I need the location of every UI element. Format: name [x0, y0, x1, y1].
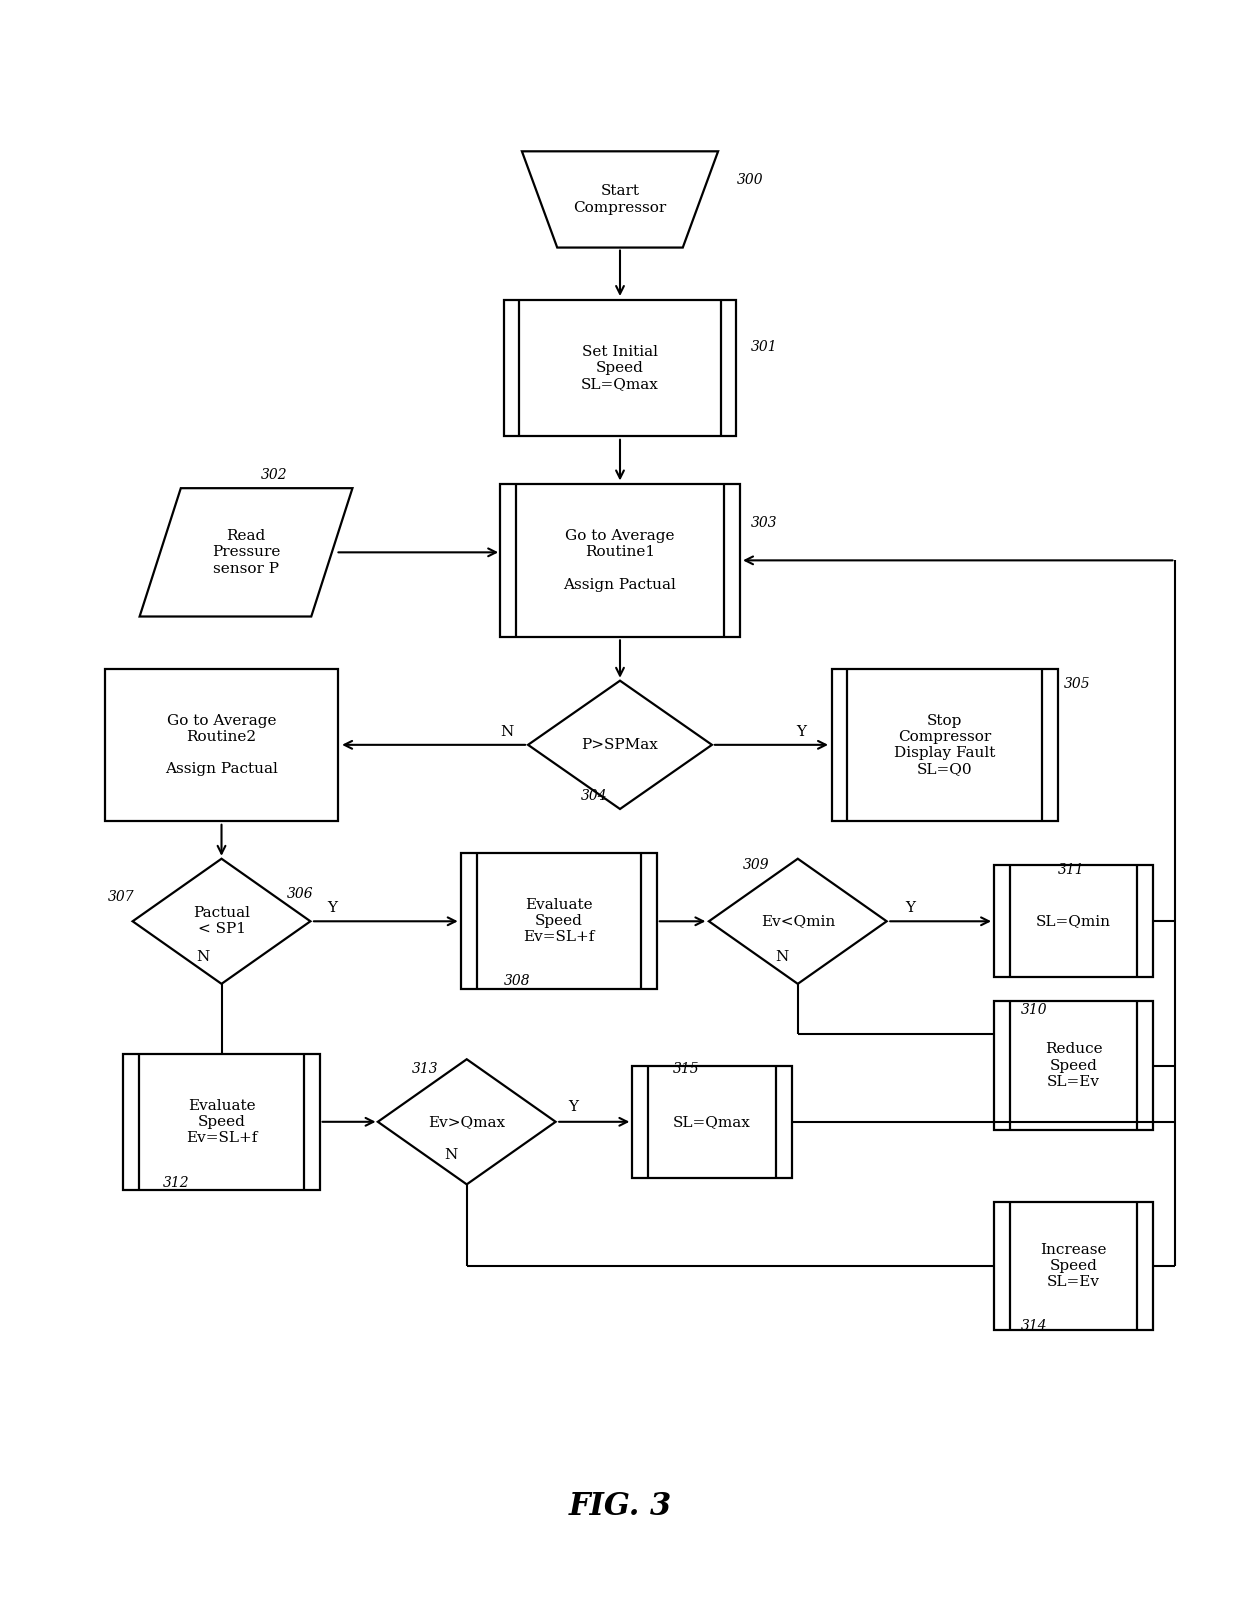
Text: 304: 304: [580, 790, 608, 803]
Text: 301: 301: [751, 340, 777, 354]
Bar: [632, 1066, 791, 1178]
Polygon shape: [709, 859, 887, 984]
Text: Start
Compressor: Start Compressor: [573, 184, 667, 215]
Text: 314: 314: [1021, 1319, 1048, 1333]
Text: Increase
Speed
SL=Ev: Increase Speed SL=Ev: [1040, 1243, 1107, 1290]
Text: 303: 303: [751, 516, 777, 531]
Text: Go to Average
Routine2

Assign Pactual: Go to Average Routine2 Assign Pactual: [165, 714, 278, 777]
Text: Evaluate
Speed
Ev=SL+f: Evaluate Speed Ev=SL+f: [523, 898, 594, 945]
Polygon shape: [140, 489, 352, 616]
Bar: [832, 668, 1058, 820]
Text: N: N: [196, 950, 210, 964]
Text: Ev>Qmax: Ev>Qmax: [428, 1115, 505, 1129]
Text: N: N: [501, 725, 513, 739]
Text: 311: 311: [1058, 862, 1084, 877]
Text: 310: 310: [1021, 1003, 1048, 1016]
Text: Reduce
Speed
SL=Ev: Reduce Speed SL=Ev: [1045, 1042, 1102, 1089]
Text: 312: 312: [162, 1176, 190, 1189]
Polygon shape: [378, 1060, 556, 1184]
Text: Y: Y: [568, 1100, 578, 1115]
Text: 307: 307: [108, 890, 134, 904]
Text: Go to Average
Routine1

Assign Pactual: Go to Average Routine1 Assign Pactual: [563, 529, 677, 592]
Text: Evaluate
Speed
Ev=SL+f: Evaluate Speed Ev=SL+f: [186, 1099, 257, 1146]
Bar: [994, 1202, 1153, 1330]
Bar: [460, 853, 657, 990]
Text: SL=Qmax: SL=Qmax: [673, 1115, 751, 1129]
Text: SL=Qmin: SL=Qmin: [1037, 914, 1111, 929]
Text: Ev<Qmin: Ev<Qmin: [760, 914, 835, 929]
Bar: [105, 668, 339, 820]
Text: 302: 302: [260, 468, 288, 482]
Text: Read
Pressure
sensor P: Read Pressure sensor P: [212, 529, 280, 576]
Text: 306: 306: [286, 887, 314, 901]
Text: Y: Y: [796, 725, 806, 739]
Text: 300: 300: [737, 173, 763, 188]
Text: Y: Y: [327, 901, 337, 916]
Text: FIG. 3: FIG. 3: [568, 1492, 672, 1523]
Text: N: N: [775, 950, 789, 964]
Text: Pactual
< SP1: Pactual < SP1: [193, 906, 250, 937]
Text: 308: 308: [503, 974, 531, 987]
Text: N: N: [444, 1149, 458, 1162]
Bar: [124, 1053, 320, 1189]
Bar: [503, 299, 737, 435]
Text: Set Initial
Speed
SL=Qmax: Set Initial Speed SL=Qmax: [582, 345, 658, 392]
Text: 315: 315: [673, 1061, 699, 1076]
Text: P>SPMax: P>SPMax: [582, 738, 658, 752]
Text: 313: 313: [412, 1061, 438, 1076]
Polygon shape: [528, 681, 712, 809]
Text: Y: Y: [905, 901, 915, 916]
Bar: [994, 1002, 1153, 1129]
Bar: [501, 484, 739, 636]
Polygon shape: [522, 152, 718, 248]
Bar: [994, 866, 1153, 977]
Text: Stop
Compressor
Display Fault
SL=Q0: Stop Compressor Display Fault SL=Q0: [894, 714, 996, 777]
Text: 309: 309: [743, 858, 769, 872]
Text: 305: 305: [1064, 676, 1090, 691]
Polygon shape: [133, 859, 310, 984]
